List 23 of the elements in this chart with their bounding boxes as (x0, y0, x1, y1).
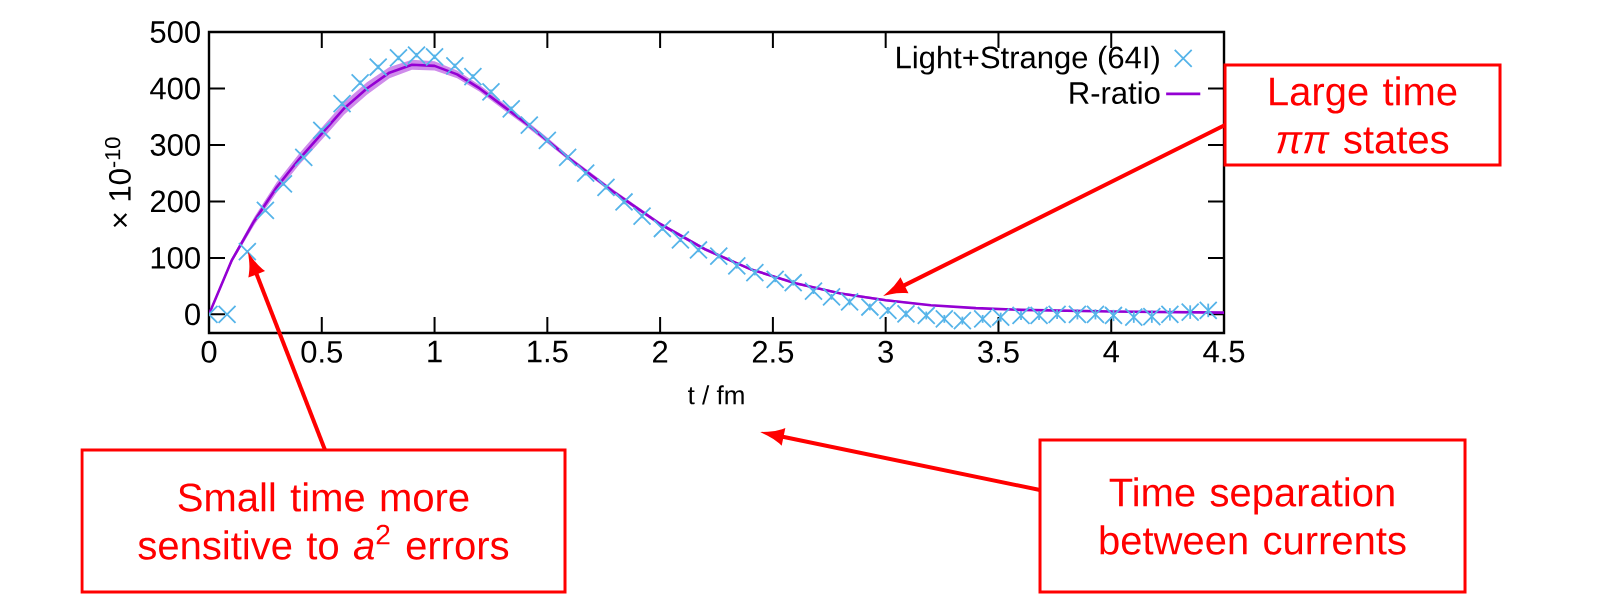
x-axis-title: t / fm (688, 385, 744, 405)
legend-label: R-ratio (1070, 81, 1160, 104)
x-tick-label: 3 (878, 340, 893, 363)
y-axis-title: × 10$^{-10}$ (104, 137, 131, 228)
text: Time separation between currents (1100, 477, 1406, 555)
x-tick-label: 1 (428, 340, 442, 363)
x-tick-label: 2 (653, 340, 668, 363)
text: Large time ππ states (1270, 76, 1457, 154)
x-tick-label: 4.5 (1203, 340, 1245, 363)
y-tick-label: 100 (151, 246, 200, 269)
y-tick-label: 0 (185, 303, 200, 326)
y-tick-label: 400 (150, 77, 200, 100)
x-tick-label: 1.5 (528, 340, 568, 363)
x-tick-label: 0.5 (301, 340, 343, 363)
y-tick-label: 200 (150, 190, 200, 213)
y-tick-label: 300 (150, 133, 200, 156)
x-tick-label: 4 (1103, 340, 1119, 363)
text: Small time more sensitive to a$^{2}$ errors (138, 482, 509, 560)
y-tick-label: 500 (150, 21, 200, 43)
x-tick-label: 0 (201, 340, 217, 363)
x-tick-label: 3.5 (978, 340, 1019, 363)
legend-label: Light+Strange (64I) (897, 45, 1159, 75)
x-tick-label: 2.5 (752, 340, 794, 363)
